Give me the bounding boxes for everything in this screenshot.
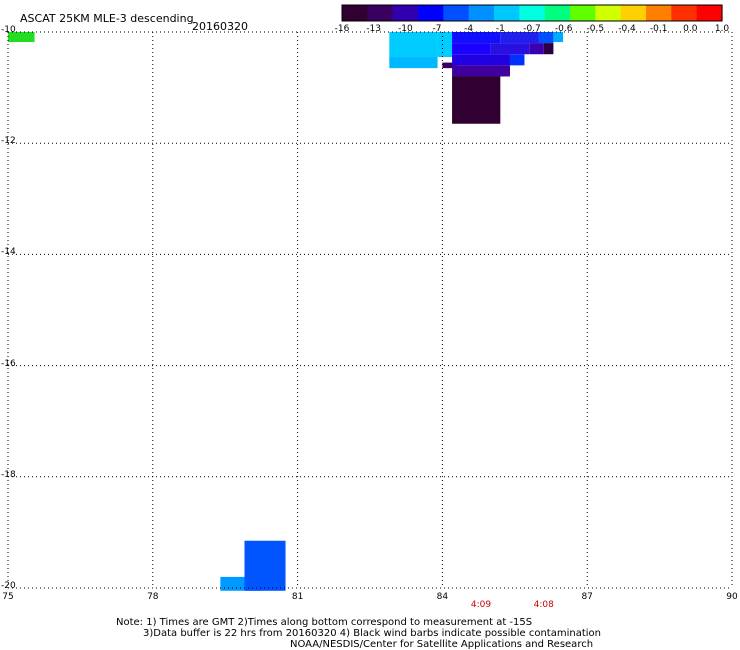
colorbar-segment — [544, 5, 571, 21]
colorbar-label: -13 — [366, 24, 381, 34]
colorbar-border — [341, 4, 723, 22]
wind-cell — [244, 540, 286, 591]
colorbar-label: -0.7 — [523, 24, 541, 34]
colorbar-segment — [595, 5, 622, 21]
wind-cell — [8, 32, 35, 43]
wind-cells — [8, 32, 564, 591]
wind-cell — [452, 54, 510, 66]
wind-cell — [500, 32, 539, 44]
colorbar-segment — [342, 5, 368, 21]
wind-cell — [452, 65, 510, 77]
colorbar-segment — [418, 5, 444, 21]
colorbar-label: -7 — [432, 24, 442, 34]
wind-cell — [538, 32, 554, 44]
colorbar-label: -16 — [334, 24, 350, 34]
colorbar-segment — [620, 5, 647, 21]
time-label: 4:08 — [533, 600, 554, 610]
wind-cell — [543, 43, 554, 55]
colorbar-segment — [367, 5, 394, 21]
wind-cell — [437, 32, 453, 58]
note-line-3: NOAA/NESDIS/Center for Satellite Applica… — [290, 639, 594, 650]
longitude-label: 87 — [581, 592, 593, 602]
wind-cell — [389, 32, 438, 58]
longitude-label: 90 — [726, 592, 738, 602]
latitude-label: -14 — [1, 247, 16, 258]
longitude-label: 84 — [436, 592, 449, 602]
latitude-label: -10 — [1, 25, 16, 35]
wind-cell — [490, 43, 530, 55]
colorbar-label: 0.0 — [683, 24, 698, 34]
colorbar-label: -0.4 — [618, 24, 636, 34]
colorbar-segment — [494, 5, 520, 21]
wind-cell — [389, 57, 438, 69]
colorbar-segment — [646, 5, 672, 21]
colorbar-label: -0.1 — [649, 24, 668, 34]
latitude-label: -12 — [1, 136, 16, 147]
plot-date: 20160320 — [192, 20, 248, 33]
note-line-1: Note: 1) Times are GMT 2)Times along bot… — [116, 617, 533, 628]
colorbar-label: -10 — [397, 24, 413, 34]
colorbar-label: -4 — [464, 24, 474, 34]
colorbar-label: 1.0 — [714, 24, 730, 34]
wind-cell — [553, 32, 564, 43]
longitude-label: 78 — [147, 592, 159, 602]
wind-cell — [529, 43, 544, 55]
latitude-label: -18 — [1, 469, 16, 480]
colorbar-segment — [443, 5, 470, 21]
colorbar-segment — [671, 5, 698, 21]
colorbar-label: -0.5 — [586, 24, 605, 34]
longitude-label: 81 — [291, 592, 304, 602]
colorbar-label: -1 — [495, 24, 505, 34]
colorbar-segment — [696, 5, 723, 21]
colorbar-segment — [570, 5, 596, 21]
longitude-label: 75 — [2, 592, 14, 602]
colorbar — [341, 4, 723, 22]
wind-cell — [452, 43, 491, 55]
wind-cell — [442, 62, 457, 69]
latitude-label: -20 — [1, 581, 16, 591]
plot-title: ASCAT 25KM MLE-3 descending — [20, 12, 194, 25]
wind-cell — [509, 54, 525, 66]
colorbar-segment — [392, 5, 419, 21]
colorbar-segment — [519, 5, 546, 21]
note-line-2: 3)Data buffer is 22 hrs from 20160320 4)… — [143, 628, 601, 639]
time-label: 4:09 — [470, 600, 492, 610]
latitude-label: -16 — [1, 358, 16, 369]
grid-lines — [7, 31, 733, 589]
wind-cell — [452, 76, 501, 124]
colorbar-segment — [468, 5, 495, 21]
wind-cell — [452, 32, 501, 44]
colorbar-label: -0.6 — [554, 24, 573, 34]
